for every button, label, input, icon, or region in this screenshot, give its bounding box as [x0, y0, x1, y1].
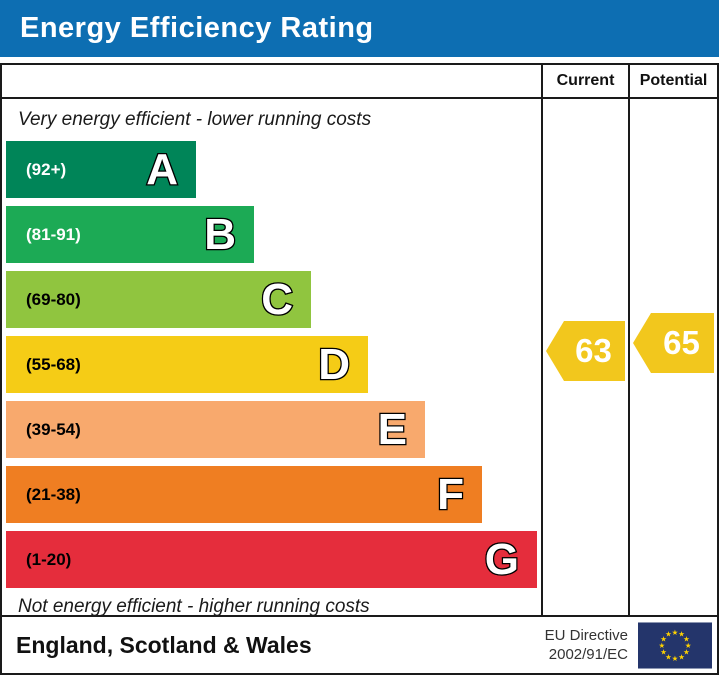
- page-title: Energy Efficiency Rating: [20, 12, 374, 44]
- band-E: (39-54) E: [6, 401, 425, 458]
- eu-directive-line2: 2002/91/EC: [548, 646, 628, 663]
- svg-text:★: ★: [660, 647, 667, 656]
- svg-text:★: ★: [672, 654, 679, 663]
- svg-text:★: ★: [660, 634, 667, 643]
- svg-text:★: ★: [665, 652, 672, 661]
- bands-column: Very energy efficient - lower running co…: [2, 99, 541, 615]
- current-rating-marker: 63: [546, 321, 625, 381]
- band-range-label: (55-68): [26, 354, 81, 374]
- svg-text:★: ★: [672, 627, 679, 636]
- band-letter: B: [203, 209, 237, 259]
- header-potential: Potential: [628, 65, 717, 97]
- potential-rating-value: 65: [663, 324, 700, 361]
- band-range-label: (39-54): [26, 419, 81, 439]
- potential-column: 65: [628, 99, 717, 615]
- band-letter: D: [317, 339, 351, 389]
- band-range-label: (81-91): [26, 224, 81, 244]
- band-D: (55-68) D: [6, 336, 368, 393]
- band-letter: C: [260, 274, 294, 324]
- bottom-caption: Not energy efficient - higher running co…: [18, 595, 370, 616]
- region-label: England, Scotland & Wales: [16, 631, 312, 658]
- eu-directive-line1: EU Directive: [544, 626, 628, 644]
- band-letter: F: [436, 469, 465, 519]
- eu-flag-icon: ★ ★ ★ ★ ★ ★ ★ ★ ★ ★ ★ ★: [638, 621, 712, 669]
- band-range-label: (69-80): [26, 289, 81, 309]
- current-column: 63: [541, 99, 628, 615]
- table-header-row: Current Potential: [2, 65, 717, 99]
- svg-text:★: ★: [678, 652, 685, 661]
- chart-body-row: Very energy efficient - lower running co…: [2, 99, 717, 617]
- header-spacer-cell: [2, 65, 541, 97]
- header-current: Current: [541, 65, 628, 97]
- rating-table: Current Potential Very energy efficient …: [0, 63, 719, 675]
- svg-text:★: ★: [683, 634, 690, 643]
- band-range-label: (21-38): [26, 484, 81, 504]
- band-A: (92+) A: [6, 141, 196, 198]
- band-B: (81-91) B: [6, 206, 254, 263]
- svg-text:★: ★: [665, 629, 672, 638]
- svg-text:★: ★: [659, 641, 666, 650]
- current-rating-value: 63: [575, 332, 612, 369]
- band-G: (1-20) G: [6, 531, 537, 588]
- band-letter: G: [484, 534, 521, 584]
- svg-text:★: ★: [678, 629, 685, 638]
- eu-directive-label: EU Directive 2002/91/EC: [545, 626, 628, 665]
- bands: (92+) A (81-91) B (69-80) C (55-68) D (39-54) E (2…: [2, 141, 541, 588]
- potential-rating-marker: 65: [633, 313, 714, 373]
- svg-text:★: ★: [685, 641, 692, 650]
- band-C: (69-80) C: [6, 271, 311, 328]
- band-range-label: (92+): [26, 159, 67, 179]
- band-letter: E: [376, 404, 408, 454]
- top-caption: Very energy efficient - lower running co…: [18, 109, 372, 130]
- band-F: (21-38) F: [6, 466, 482, 523]
- band-letter: A: [145, 144, 179, 194]
- title-gap: [0, 57, 719, 63]
- title-bar: Energy Efficiency Rating: [0, 0, 719, 57]
- footer-row: England, Scotland & Wales EU Directive 2…: [2, 617, 717, 673]
- svg-text:★: ★: [683, 647, 690, 656]
- band-range-label: (1-20): [26, 549, 72, 569]
